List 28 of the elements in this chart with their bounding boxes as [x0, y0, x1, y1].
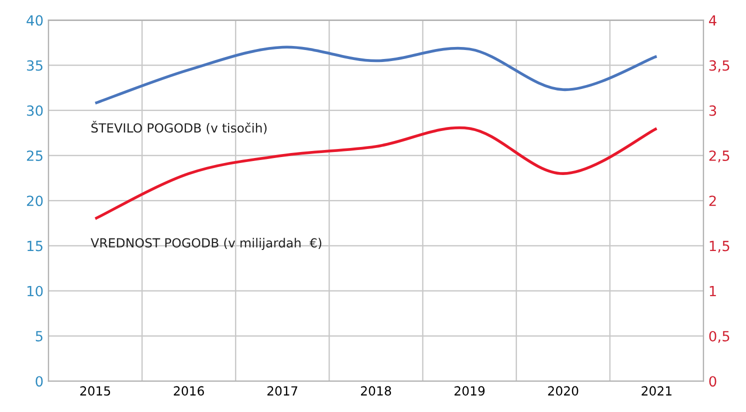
y-tick-label: 25 [26, 150, 42, 162]
y2-tick-label: 3,5 [709, 60, 730, 72]
y-tick-label: 40 [26, 15, 43, 26]
y-tick-label: 30 [27, 105, 43, 116]
y-tick-label: 10 [27, 286, 43, 296]
x-tick-label: 2020 [548, 386, 578, 396]
line-series [94, 46, 658, 105]
x-tick-label: 2019 [454, 386, 485, 396]
y2-tick-label: 1 [710, 286, 716, 296]
y2-tick-label: 4 [709, 15, 716, 26]
y2-tick-label: 3 [709, 105, 716, 116]
y2-tick-label: 2 [709, 196, 716, 206]
x-tick-label: 2015 [80, 386, 110, 396]
y2-tick-label: 0 [709, 376, 716, 387]
x-tick-label: 2018 [360, 386, 392, 396]
y2-tick-label: 2,5 [709, 150, 730, 162]
x-tick-label: 2016 [174, 386, 204, 396]
series-label: VREDNOST POGODB (v milijardah €) [90, 238, 322, 250]
y-tick-label: 5 [36, 331, 42, 342]
y-tick-label: 0 [36, 376, 43, 387]
y-tick-label: 20 [26, 196, 43, 206]
x-tick-label: 2021 [642, 386, 672, 396]
y-tick-label: 15 [27, 240, 42, 252]
y2-tick-label: 1,5 [710, 240, 730, 253]
x-tick-label: 2017 [267, 386, 298, 396]
y-tick-label: 35 [27, 60, 42, 71]
y2-tick-label: 0,5 [709, 330, 730, 343]
series-label: ŠTEVILO POGODB (v tisočih) [91, 120, 267, 134]
